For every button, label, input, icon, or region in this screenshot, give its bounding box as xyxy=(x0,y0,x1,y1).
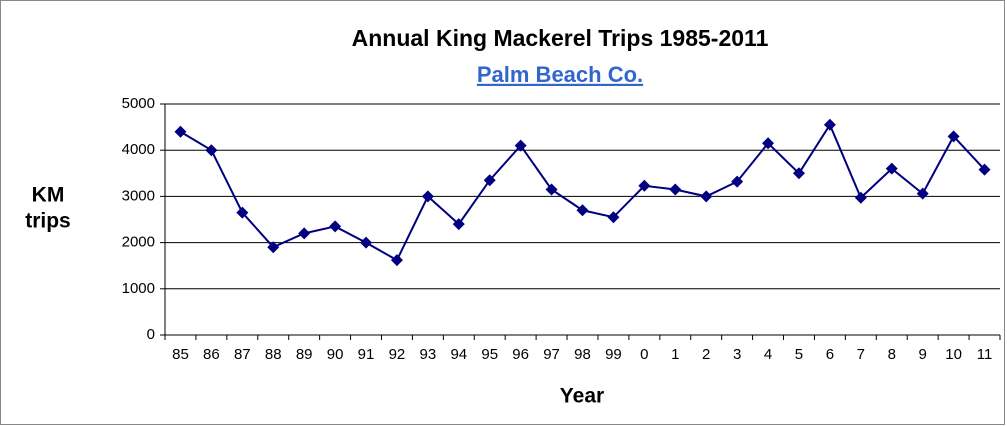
x-tick-label: 3 xyxy=(733,346,741,363)
x-tick-label: 97 xyxy=(543,346,560,363)
point xyxy=(669,183,682,196)
x-tick-label: 90 xyxy=(327,346,344,363)
point xyxy=(792,167,805,180)
x-tick-label: 89 xyxy=(296,346,313,363)
point xyxy=(854,191,867,204)
point xyxy=(916,187,929,200)
point xyxy=(174,125,187,138)
x-tick-label: 2 xyxy=(702,346,710,363)
x-axis-label: Year xyxy=(560,385,604,408)
x-tick-label: 88 xyxy=(265,346,282,363)
x-tick-label: 98 xyxy=(574,346,591,363)
x-tick-label: 94 xyxy=(450,346,467,363)
x-tick-label: 99 xyxy=(605,346,622,363)
point xyxy=(978,163,991,176)
point xyxy=(421,190,434,203)
x-tick-label: 6 xyxy=(826,346,834,363)
point xyxy=(700,190,713,203)
chart-title: Annual King Mackerel Trips 1985-2011 xyxy=(352,25,769,51)
point xyxy=(267,241,280,254)
x-tick-label: 85 xyxy=(172,346,189,363)
x-tick-label: 1 xyxy=(671,346,679,363)
point xyxy=(885,162,898,175)
x-tick-label: 0 xyxy=(640,346,648,363)
point xyxy=(329,220,342,233)
point xyxy=(823,118,836,131)
point xyxy=(731,175,744,188)
y-tick-label: 2000 xyxy=(122,234,155,251)
x-tick-label: 4 xyxy=(764,346,772,363)
point xyxy=(514,139,527,152)
point xyxy=(390,254,403,267)
point xyxy=(360,236,373,249)
x-tick-label: 7 xyxy=(857,346,865,363)
y-tick-label: 1000 xyxy=(122,280,155,297)
y-tick-label: 3000 xyxy=(122,187,155,204)
x-tick-label: 5 xyxy=(795,346,803,363)
x-tick-label: 95 xyxy=(481,346,498,363)
y-tick-label: 4000 xyxy=(122,141,155,158)
x-tick-label: 91 xyxy=(358,346,375,363)
point xyxy=(452,218,465,231)
point xyxy=(638,179,651,192)
x-tick-label: 11 xyxy=(977,346,993,363)
y-axis-label: trips xyxy=(25,210,71,233)
point xyxy=(762,137,775,150)
y-tick-label: 0 xyxy=(147,326,155,343)
x-tick-label: 87 xyxy=(234,346,251,363)
x-tick-label: 8 xyxy=(888,346,896,363)
x-tick-label: 92 xyxy=(389,346,406,363)
y-axis-label: KM xyxy=(32,184,65,207)
x-tick-label: 10 xyxy=(945,346,962,363)
x-tick-label: 93 xyxy=(420,346,437,363)
point xyxy=(576,204,589,217)
point xyxy=(298,227,311,240)
chart-subtitle[interactable]: Palm Beach Co. xyxy=(477,62,643,87)
point xyxy=(205,144,218,157)
y-tick-label: 5000 xyxy=(122,95,155,112)
point xyxy=(607,211,620,224)
x-tick-label: 86 xyxy=(203,346,220,363)
x-tick-label: 96 xyxy=(512,346,529,363)
point xyxy=(236,206,249,219)
x-tick-label: 9 xyxy=(919,346,927,363)
point xyxy=(483,174,496,187)
point xyxy=(545,183,558,196)
point xyxy=(947,130,960,143)
